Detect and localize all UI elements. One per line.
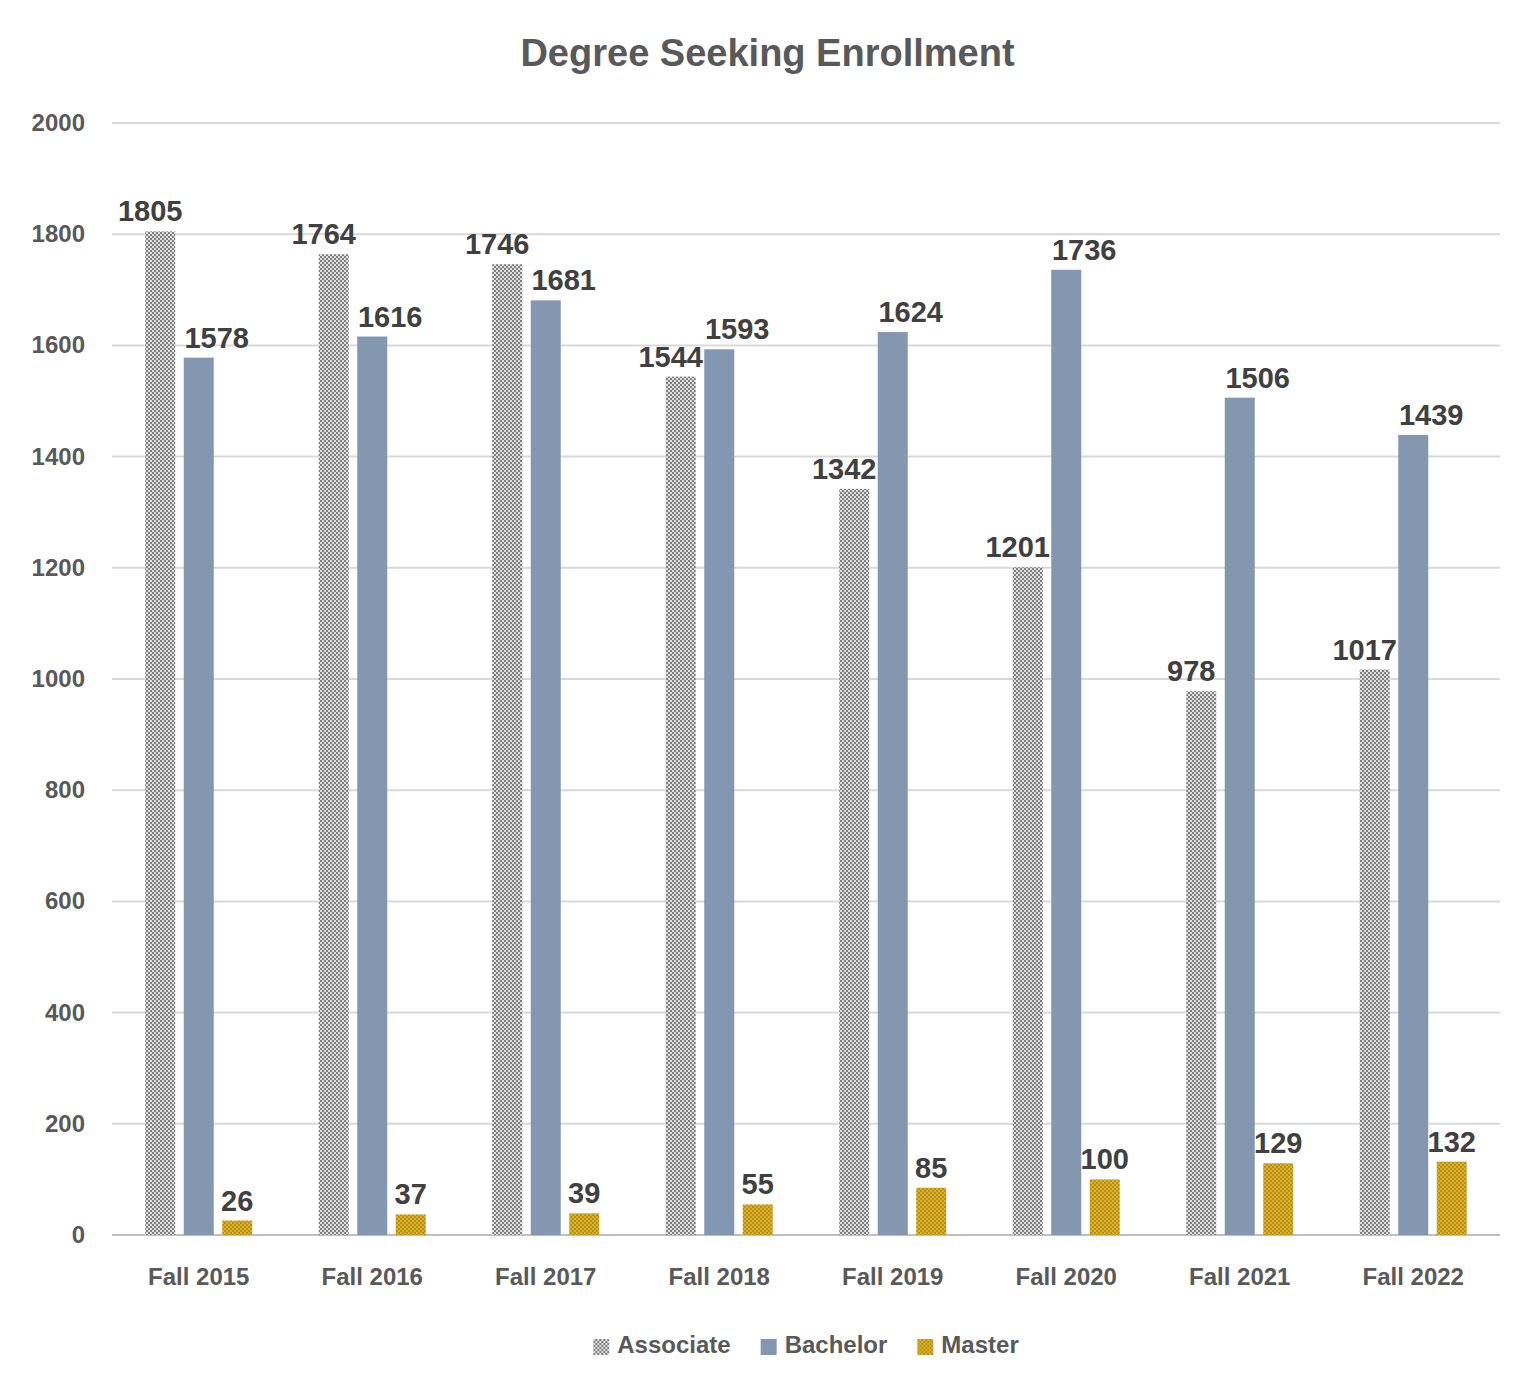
legend-marker [917, 1339, 933, 1355]
data-label: 1616 [358, 301, 423, 333]
bar [396, 1214, 426, 1235]
x-tick-label: Fall 2016 [322, 1263, 423, 1290]
bar [531, 300, 561, 1235]
data-label: 1544 [638, 341, 703, 373]
bar [1013, 567, 1043, 1235]
bar [1398, 435, 1428, 1235]
data-label: 1342 [812, 453, 877, 485]
data-labels: 1805 1764 1746 1544 1342 1201 978 1017 1578 1616 1… [118, 195, 1476, 1216]
data-label: 1764 [291, 218, 356, 250]
bar [743, 1204, 773, 1235]
bar [916, 1188, 946, 1235]
chart-svg: Degree Seeking Enrollment 0 200 400 600 800 10… [0, 0, 1535, 1391]
data-label: 1746 [465, 228, 530, 260]
bar [1051, 270, 1081, 1235]
x-tick-label: Fall 2022 [1363, 1263, 1464, 1290]
y-tick-label: 600 [45, 887, 85, 914]
bar [1090, 1179, 1120, 1235]
bar [222, 1221, 252, 1235]
bar [1360, 670, 1390, 1235]
bar [1186, 691, 1216, 1235]
data-label: 1805 [118, 195, 183, 227]
data-label: 129 [1254, 1127, 1302, 1159]
bar [145, 231, 175, 1235]
legend-label: Master [941, 1331, 1018, 1358]
bar [1263, 1163, 1293, 1235]
data-label: 1624 [878, 296, 943, 328]
chart-container: Degree Seeking Enrollment 0 200 400 600 800 10… [0, 0, 1535, 1391]
y-tick-label: 0 [72, 1221, 85, 1248]
data-label: 1736 [1052, 234, 1117, 266]
legend-marker [593, 1339, 609, 1355]
y-tick-label: 2000 [32, 109, 85, 136]
data-label: 1506 [1225, 362, 1290, 394]
legend-label: Bachelor [785, 1331, 888, 1358]
data-label: 1439 [1399, 399, 1464, 431]
x-tick-label: Fall 2017 [495, 1263, 596, 1290]
bar [184, 358, 214, 1235]
data-label: 1201 [985, 531, 1050, 563]
x-tick-label: Fall 2018 [669, 1263, 770, 1290]
data-label: 55 [742, 1168, 774, 1200]
bar [569, 1213, 599, 1235]
grid-line [112, 122, 1500, 124]
data-label: 39 [568, 1177, 600, 1209]
bar [878, 332, 908, 1235]
data-label: 100 [1081, 1143, 1129, 1175]
data-label: 978 [1167, 655, 1215, 687]
data-label: 37 [395, 1178, 427, 1210]
x-tick-label: Fall 2021 [1189, 1263, 1290, 1290]
y-tick-label: 1000 [32, 665, 85, 692]
data-label: 1593 [705, 313, 770, 345]
bar [492, 264, 522, 1235]
y-tick-label: 400 [45, 999, 85, 1026]
bar [319, 254, 349, 1235]
data-label: 132 [1428, 1126, 1476, 1158]
bar [666, 377, 696, 1235]
bar [704, 349, 734, 1235]
bar [839, 489, 869, 1235]
data-label: 1681 [531, 264, 596, 296]
x-tick-label: Fall 2015 [148, 1263, 249, 1290]
bar [1437, 1162, 1467, 1235]
data-label: 85 [915, 1152, 947, 1184]
data-label: 1578 [184, 322, 249, 354]
y-tick-label: 200 [45, 1110, 85, 1137]
y-tick-label: 1200 [32, 554, 85, 581]
y-tick-label: 1600 [32, 331, 85, 358]
legend-marker [761, 1339, 777, 1355]
grid [112, 123, 1500, 1235]
bar [1225, 398, 1255, 1235]
legend: Associate Bachelor Master [593, 1331, 1018, 1358]
bars [145, 231, 1467, 1235]
data-label: 26 [221, 1185, 253, 1217]
title: Degree Seeking Enrollment [520, 32, 1014, 74]
x-tick-label: Fall 2020 [1016, 1263, 1117, 1290]
x-tick-label: Fall 2019 [842, 1263, 943, 1290]
legend-label: Associate [617, 1331, 730, 1358]
y-tick-label: 800 [45, 776, 85, 803]
bar [357, 337, 387, 1235]
y-tick-label: 1400 [32, 443, 85, 470]
y-tick-label: 1800 [32, 220, 85, 247]
data-label: 1017 [1332, 634, 1397, 666]
